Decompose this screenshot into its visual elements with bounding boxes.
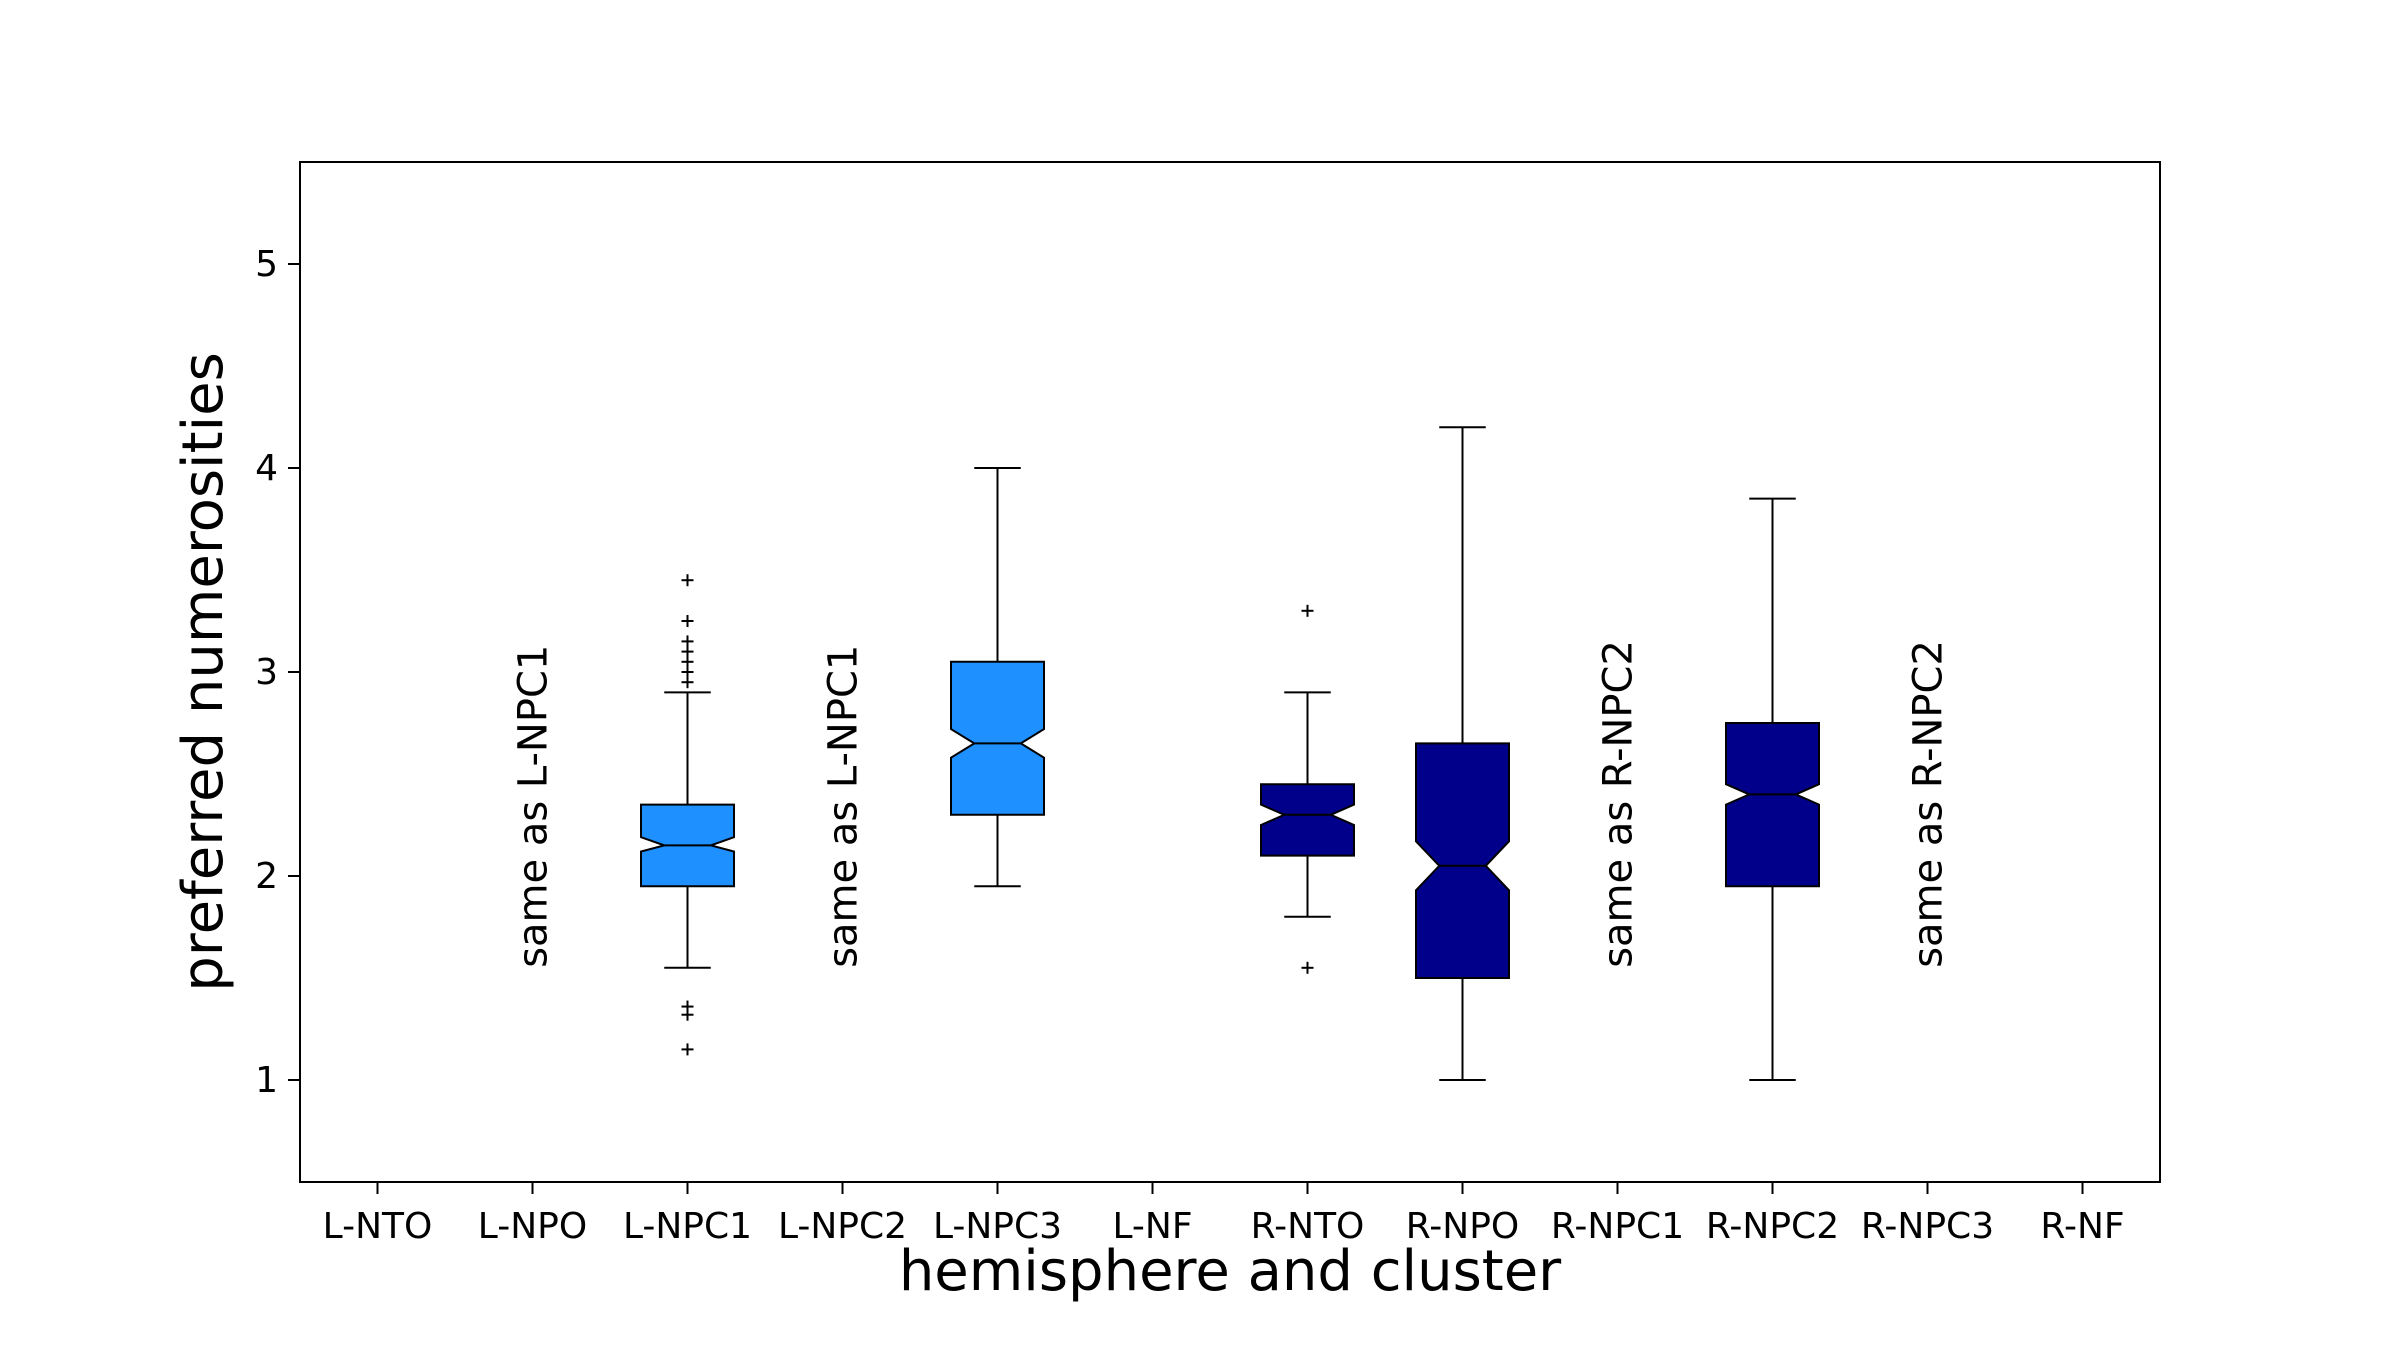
y-tick-label: 4	[255, 448, 278, 489]
y-tick-label: 1	[255, 1060, 278, 1101]
x-tick-label: R-NPC1	[1551, 1206, 1684, 1247]
box-R-NTO	[1260, 783, 1355, 857]
box-L-NPC3	[950, 660, 1045, 816]
annotation-text: same as R-NPC2	[1596, 640, 1642, 968]
x-tick-label: R-NPC2	[1706, 1206, 1839, 1247]
annotation-text: same as L-NPC1	[821, 645, 867, 968]
x-axis-label: hemisphere and cluster	[899, 1239, 1562, 1304]
y-tick-label: 2	[255, 856, 278, 897]
y-axis-label: preferred numerosities	[171, 352, 236, 992]
y-tick-label: 5	[255, 244, 278, 285]
x-tick-label: R-NF	[2040, 1206, 2124, 1247]
annotation-text: same as L-NPC1	[511, 645, 557, 968]
box-R-NPO	[1415, 742, 1510, 979]
x-tick-label: L-NTO	[323, 1206, 433, 1247]
box-R-NPC2	[1725, 722, 1820, 888]
x-tick-label: L-NPO	[478, 1206, 587, 1247]
x-tick-label: R-NTO	[1251, 1206, 1365, 1247]
annotation-text: same as R-NPC2	[1906, 640, 1952, 968]
x-tick-label: L-NPC1	[623, 1206, 752, 1247]
plot-area: same as L-NPC1 same as L-NPC1 same as R-NP…	[511, 426, 1952, 1081]
y-tick-label: 3	[255, 652, 278, 693]
x-tick-label: L-NPC3	[933, 1206, 1062, 1247]
x-tick-label: L-NPC2	[778, 1206, 907, 1247]
x-tick-label: R-NPO	[1406, 1206, 1520, 1247]
axes: 1 2 3 4 5 L-NTO L-NPO L-NPC1 L-NPC2 L-NPC3 L-NF R-N…	[255, 244, 2125, 1247]
x-tick-label: R-NPC3	[1861, 1206, 1994, 1247]
x-tick-label: L-NF	[1112, 1206, 1192, 1247]
